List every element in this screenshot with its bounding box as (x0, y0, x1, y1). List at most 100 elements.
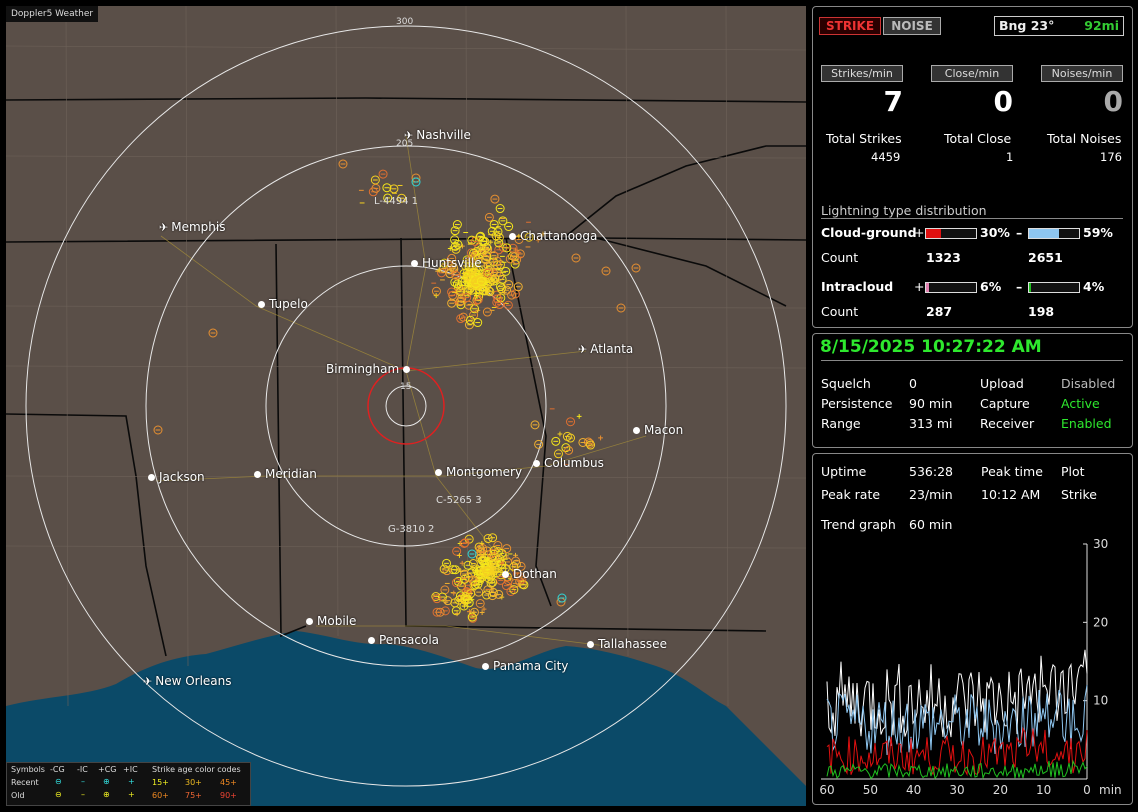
city-nashville: ✈ Nashville (404, 128, 471, 142)
close-per-min-label: Close/min (931, 65, 1013, 82)
trend-value[interactable]: 60 min (909, 517, 953, 532)
city-columbus: Columbus (533, 456, 604, 470)
legend-header-neg-ic: -IC (77, 765, 88, 774)
strike-symbol (463, 595, 473, 605)
strike-symbol (431, 592, 441, 602)
distribution-title: Lightning type distribution (821, 203, 987, 218)
trend-series (826, 684, 1088, 756)
strike-symbol (462, 287, 472, 297)
recent-pos-cg-icon: ⊕ (103, 777, 110, 786)
strike-symbol (208, 328, 218, 338)
strike-symbol (474, 542, 484, 552)
strike-symbol (483, 567, 493, 577)
strike-symbol (397, 193, 407, 203)
intracloud-label: Intracloud (821, 279, 894, 294)
city-dot-icon (482, 663, 489, 670)
strike-symbol (616, 303, 626, 313)
strike-symbol (452, 546, 462, 556)
strike-symbol (466, 609, 472, 614)
city-new-orleans: ✈ New Orleans (143, 674, 232, 688)
city-label: Dothan (513, 567, 557, 581)
age-90: 90+ (220, 791, 237, 800)
cg-positive-bar (925, 228, 977, 239)
noise-button[interactable]: NOISE (883, 17, 941, 35)
strike-button[interactable]: STRIKE (819, 17, 881, 35)
strike-map[interactable]: Doppler5 Weather 300 205 15 ✈ Nashville ✈ M… (6, 6, 806, 806)
ic-positive-pct: 6% (980, 279, 1002, 294)
ic-negative-pct: 4% (1083, 279, 1105, 294)
strike-symbol (498, 216, 508, 226)
city-jackson: Jackson (148, 470, 205, 484)
strike-symbol (475, 598, 485, 608)
persistence-value: 90 min (909, 396, 953, 411)
strike-symbol (631, 263, 641, 273)
cell-tag: G-3810 2 (388, 524, 435, 535)
trend-label: Trend graph (821, 517, 896, 532)
strike-symbol (535, 237, 541, 243)
city-label: Atlanta (590, 342, 634, 356)
airport-icon: ✈ (578, 343, 588, 356)
strike-symbol (469, 607, 479, 617)
strike-symbol (524, 232, 534, 242)
strike-symbol (437, 592, 447, 602)
strike-symbol (495, 204, 505, 214)
city-huntsville: Huntsville (411, 256, 482, 270)
strike-symbol (495, 300, 505, 310)
city-pensacola: Pensacola (368, 633, 439, 647)
strike-symbol (553, 449, 563, 459)
strike-symbol (497, 274, 507, 284)
city-dot-icon (533, 460, 540, 467)
strike-symbol (457, 277, 467, 287)
ring-3 (145, 145, 667, 667)
city-panama-city: Panama City (482, 659, 568, 673)
strike-symbol (534, 439, 544, 449)
strike-symbol (489, 546, 499, 556)
strike-symbol (576, 413, 582, 419)
strike-symbol (476, 276, 486, 286)
recent-pos-ic-icon: + (128, 777, 135, 786)
strike-symbol (517, 574, 527, 584)
legend-header-symbols: Symbols (11, 765, 45, 774)
trend-series (826, 759, 1088, 780)
strike-symbol (450, 241, 460, 251)
total-close-label: Total Close (944, 131, 1012, 146)
strike-symbol (456, 296, 466, 306)
strike-symbol (472, 247, 482, 257)
strike-symbol (489, 219, 499, 229)
plot-label: Plot (1061, 464, 1085, 479)
strike-symbol (442, 558, 452, 568)
city-label: New Orleans (155, 674, 232, 688)
x-tick-label: 50 (863, 783, 878, 797)
city-dot-icon (403, 366, 411, 373)
strike-symbol (511, 559, 521, 569)
strike-symbol (493, 294, 503, 304)
strike-symbol (488, 577, 498, 587)
receiver-value: Enabled (1061, 416, 1112, 431)
strike-symbol (452, 220, 462, 230)
strike-symbol (459, 574, 469, 584)
strike-symbol (467, 549, 477, 559)
ic-positive-fill (926, 283, 929, 292)
cg-count-label: Count (821, 250, 859, 265)
ic-positive-count: 287 (926, 304, 953, 319)
strike-symbol (488, 533, 498, 543)
strike-symbol (487, 591, 497, 601)
strike-symbol (501, 266, 511, 276)
strike-symbol (474, 569, 484, 579)
plot-value[interactable]: Strike (1061, 487, 1097, 502)
strike-symbol (451, 270, 461, 280)
city-tallahassee: Tallahassee (587, 637, 667, 651)
total-strikes-label: Total Strikes (826, 131, 902, 146)
strike-symbol (432, 594, 442, 604)
city-label: Huntsville (422, 256, 482, 270)
x-tick-label: 0 (1083, 783, 1091, 797)
city-label: Panama City (493, 659, 569, 673)
city-mobile: Mobile (306, 614, 356, 628)
strike-symbol (495, 282, 505, 292)
x-tick-label: 40 (906, 783, 921, 797)
strike-symbol (483, 534, 493, 544)
strike-symbol (460, 538, 470, 548)
city-dothan: Dothan (502, 567, 557, 581)
airport-icon: ✈ (143, 675, 153, 688)
strike-symbol (462, 589, 472, 599)
